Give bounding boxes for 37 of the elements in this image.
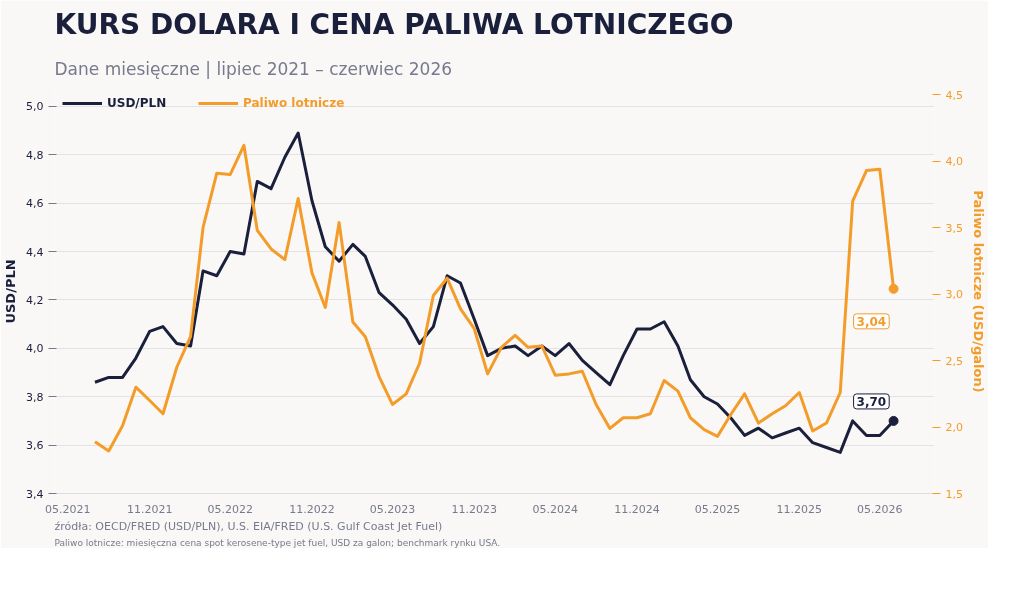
y-tick-label: 3,8 [26, 390, 44, 404]
y-tick-label: 4,0 [26, 342, 44, 356]
y-tick-label: 3,4 [26, 487, 44, 501]
y-axis-title: USD/PLN [3, 259, 19, 324]
text: źródła: OECD/FRED (USD/PLN), U.S. EIA/FRED (U.S. Gulf Coast Jet Fuel) [54, 519, 443, 533]
chart-title: KURS DOLARA I CENA PALIWA LOTNICZEGO [54, 7, 734, 41]
x-tick-label: 11.2022 [289, 502, 335, 516]
y2-tick-label: 3,0 [945, 288, 963, 302]
x-tick-label: 11.2023 [451, 502, 498, 516]
y-tick-label: 4,8 [26, 148, 44, 162]
data-label: 3,04 [856, 314, 887, 329]
chart-subtitle: Dane miesięczne | lipiec 2021 – czerwiec 2026 [54, 58, 453, 79]
legend-label: Paliwo lotnicze [243, 96, 345, 110]
x-tick-label: 05.2024 [532, 502, 578, 516]
y2-tick-label: 3,5 [945, 221, 963, 235]
legend-label: USD/PLN [107, 96, 167, 110]
y-tick-label: 4,2 [26, 293, 44, 307]
y-tick-label: 4,6 [26, 197, 44, 211]
y2-tick-label: 4,5 [945, 88, 963, 102]
x-tick-label: 05.2021 [45, 502, 91, 516]
y2-tick-label: 1,5 [945, 487, 963, 501]
y2-tick-label: 2,5 [945, 354, 963, 368]
x-tick-label: 05.2022 [207, 502, 253, 516]
y2-axis-title: Paliwo lotnicze (USD/galon) [970, 190, 986, 393]
y2-tick-label: 4,0 [945, 155, 963, 169]
y2-tick-label: 2,0 [945, 421, 963, 435]
x-tick-label: 11.2025 [776, 502, 823, 516]
x-tick-label: 11.2021 [126, 502, 173, 516]
x-tick-label: 11.2024 [614, 502, 660, 516]
x-tick-label: 05.2023 [369, 502, 416, 516]
y-tick-label: 5,0 [26, 100, 44, 114]
y-tick-label: 3,6 [26, 439, 44, 453]
y-tick-label: 4,4 [26, 245, 44, 259]
text: Paliwo lotnicze: miesięczna cena spot kerosene-type jet fuel, USD za galon; benchmark rynku USA. [54, 537, 501, 548]
x-tick-label: 05.2025 [694, 502, 741, 516]
x-tick-label: 05.2026 [857, 502, 903, 516]
data-label: 3,70 [856, 394, 887, 409]
